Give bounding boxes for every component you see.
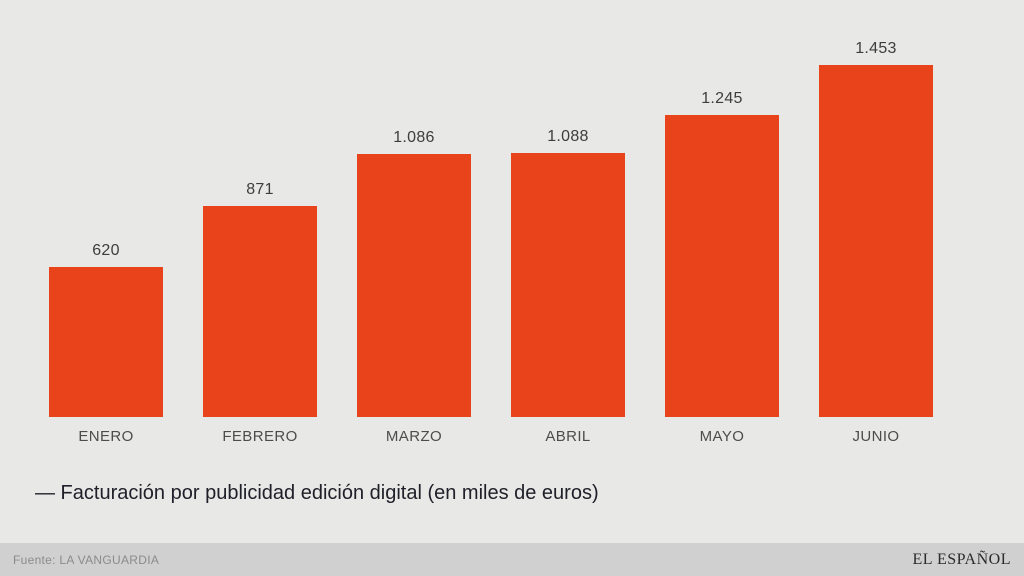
bar-column: 1.086 MARZO <box>357 0 471 445</box>
x-axis-label: FEBRERO <box>222 428 298 445</box>
bar-zone: 620 <box>49 0 163 417</box>
bar-column: 1.245 MAYO <box>665 0 779 445</box>
bar-zone: 1.453 <box>819 0 933 417</box>
bar <box>665 115 779 417</box>
source-attribution: Fuente: LA VANGUARDIA <box>13 552 160 567</box>
bar-column: 1.088 ABRIL <box>511 0 625 445</box>
footer-bar: Fuente: LA VANGUARDIA EL ESPAÑOL <box>0 543 1024 576</box>
bar-chart: 620 ENERO 871 FEBRERO 1.086 MARZO 1.088 ABRIL 1.… <box>49 0 933 445</box>
bar <box>49 267 163 417</box>
bar <box>203 206 317 417</box>
publisher-logo: EL ESPAÑOL <box>912 550 1011 568</box>
bar-column: 871 FEBRERO <box>203 0 317 445</box>
bar <box>511 153 625 417</box>
x-axis-label: MARZO <box>385 428 443 445</box>
bar-zone: 1.245 <box>665 0 779 417</box>
bar-value-label: 620 <box>92 242 120 259</box>
bar-column: 620 ENERO <box>49 0 163 445</box>
x-axis-label: ABRIL <box>545 428 591 445</box>
bar <box>819 65 933 417</box>
x-axis-label: JUNIO <box>852 428 900 445</box>
x-axis-label: MAYO <box>699 428 745 445</box>
bar-zone: 1.086 <box>357 0 471 417</box>
bar-value-label: 871 <box>246 181 274 198</box>
bar-value-label: 1.086 <box>393 129 435 146</box>
bar-zone: 1.088 <box>511 0 625 417</box>
bar <box>357 154 471 417</box>
bar-value-label: 1.088 <box>547 128 589 145</box>
legend: — Facturación por publicidad edición dig… <box>35 482 599 504</box>
bar-zone: 871 <box>203 0 317 417</box>
x-axis-label: ENERO <box>78 428 134 445</box>
bar-column: 1.453 JUNIO <box>819 0 933 445</box>
bar-value-label: 1.245 <box>701 90 743 107</box>
bar-value-label: 1.453 <box>855 40 897 57</box>
